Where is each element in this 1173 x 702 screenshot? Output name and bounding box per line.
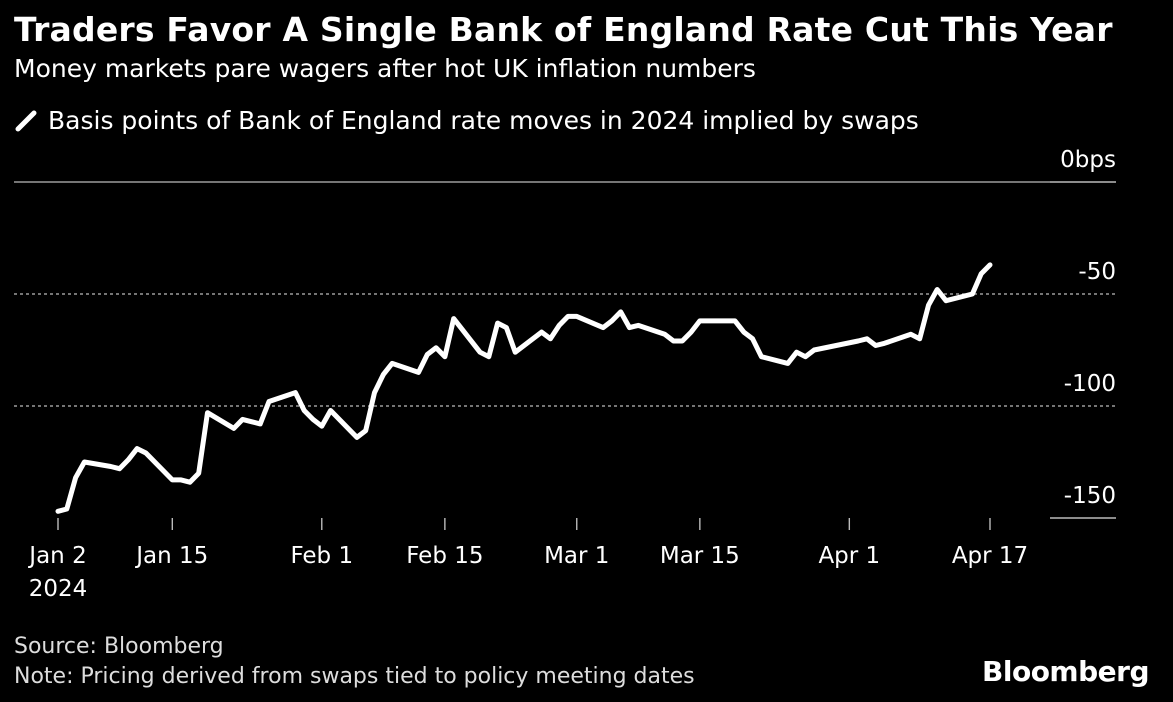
x-tick-label: Feb 15 (406, 543, 483, 569)
series-line (55, 262, 993, 514)
y-tick-label: -150 (1064, 483, 1116, 509)
x-tick-label: Jan 2 (27, 543, 86, 569)
x-tick-label: Apr 17 (952, 543, 1028, 569)
legend-line-icon (15, 110, 37, 131)
bloomberg-logo: Bloomberg (982, 655, 1149, 688)
y-tick-label: 0bps (1060, 147, 1116, 173)
x-tick-label: Mar 1 (544, 543, 609, 569)
x-tick-label: Apr 1 (818, 543, 880, 569)
legend: Basis points of Bank of England rate mov… (14, 106, 919, 135)
chart-title: Traders Favor A Single Bank of England R… (14, 10, 1113, 49)
x-tick-label: Jan 15 (134, 543, 208, 569)
footnote: Note: Pricing derived from swaps tied to… (14, 664, 695, 689)
chart-subtitle: Money markets pare wagers after hot UK i… (14, 54, 756, 83)
x-tick-sublabel: 2024 (29, 576, 88, 602)
legend-label: Basis points of Bank of England rate mov… (48, 106, 919, 135)
y-tick-label: -50 (1078, 259, 1116, 285)
source-note: Source: Bloomberg (14, 634, 224, 659)
y-tick-label: -100 (1064, 371, 1116, 397)
x-tick-label: Feb 1 (290, 543, 353, 569)
x-tick-label: Mar 15 (660, 543, 740, 569)
